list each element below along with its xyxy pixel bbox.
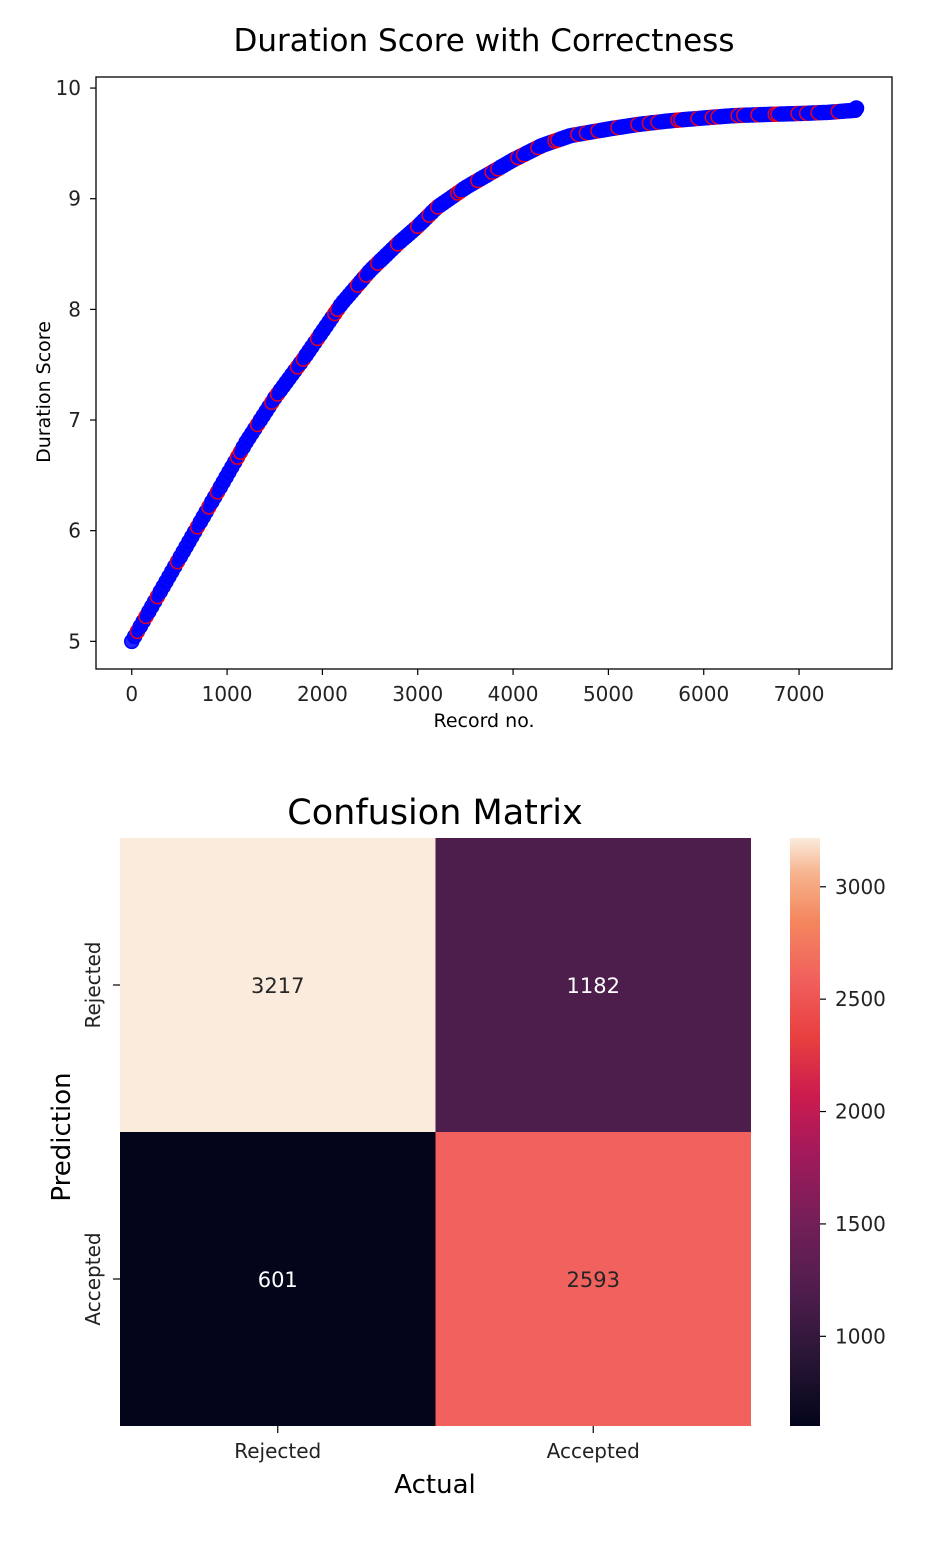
scatter-x-ticks: 0 1000 2000 3000 4000 5000 6000 7000 — [125, 669, 825, 706]
x-tick-label: 0 — [125, 682, 138, 706]
heatmap-cell — [120, 1132, 436, 1426]
y-tick-label: 6 — [68, 519, 81, 543]
y-tick-label: 9 — [68, 187, 81, 211]
heatmap-cell — [435, 838, 751, 1132]
confusion-matrix-chart: Confusion Matrix 3217 1182 601 2593 Rejecte… — [47, 793, 886, 1500]
heatmap-x-tick-label: Rejected — [234, 1439, 321, 1463]
heatmap-x-axis-label: Actual — [394, 1470, 475, 1500]
colorbar — [790, 838, 820, 1426]
scatter-y-ticks: 5 6 7 8 9 10 — [56, 76, 96, 653]
colorbar-tick-label: 2500 — [835, 987, 886, 1011]
x-tick-label: 1000 — [202, 682, 253, 706]
x-tick-label: 3000 — [392, 682, 443, 706]
heatmap-cell-value: 3217 — [251, 974, 304, 998]
colorbar-tick-label: 3000 — [835, 875, 886, 899]
scatter-point — [848, 100, 865, 117]
heatmap-cells: 3217 1182 601 2593 — [120, 838, 751, 1426]
scatter-y-axis-label: Duration Score — [33, 321, 55, 463]
y-tick-label: 5 — [68, 629, 81, 653]
heatmap-cell — [435, 1132, 751, 1426]
heatmap-cell-value: 2593 — [567, 1268, 620, 1292]
heatmap-y-tick-label: Rejected — [81, 941, 105, 1028]
scatter-title: Duration Score with Correctness — [234, 23, 735, 59]
y-tick-label: 8 — [68, 297, 81, 321]
heatmap-cell — [120, 838, 436, 1132]
scatter-x-axis-label: Record no. — [433, 710, 534, 732]
heatmap-title: Confusion Matrix — [287, 793, 582, 833]
colorbar-tick-label: 1000 — [835, 1324, 886, 1348]
scatter-points — [123, 100, 865, 650]
y-tick-label: 10 — [56, 76, 81, 100]
y-tick-label: 7 — [68, 408, 81, 432]
x-tick-label: 2000 — [297, 682, 348, 706]
heatmap-cell-value: 601 — [258, 1268, 298, 1292]
x-tick-label: 6000 — [678, 682, 729, 706]
x-tick-label: 4000 — [488, 682, 539, 706]
scatter-plot-frame — [95, 76, 893, 670]
heatmap-x-tick-label: Accepted — [547, 1439, 640, 1463]
colorbar-tick-label: 1500 — [835, 1212, 886, 1236]
x-tick-label: 5000 — [583, 682, 634, 706]
colorbar-ticks: 1000 1500 2000 2500 3000 — [820, 875, 886, 1348]
colorbar-tick-label: 2000 — [835, 1100, 886, 1124]
heatmap-y-tick-label: Accepted — [81, 1232, 105, 1325]
x-tick-label: 7000 — [774, 682, 825, 706]
heatmap-y-axis-label: Prediction — [47, 1072, 77, 1201]
heatmap-cell-value: 1182 — [567, 974, 620, 998]
scatter-chart: Duration Score with Correctness 0 1000 200… — [33, 23, 893, 732]
heatmap-axis-labels: Rejected Accepted Rejected Accepted — [81, 941, 640, 1463]
